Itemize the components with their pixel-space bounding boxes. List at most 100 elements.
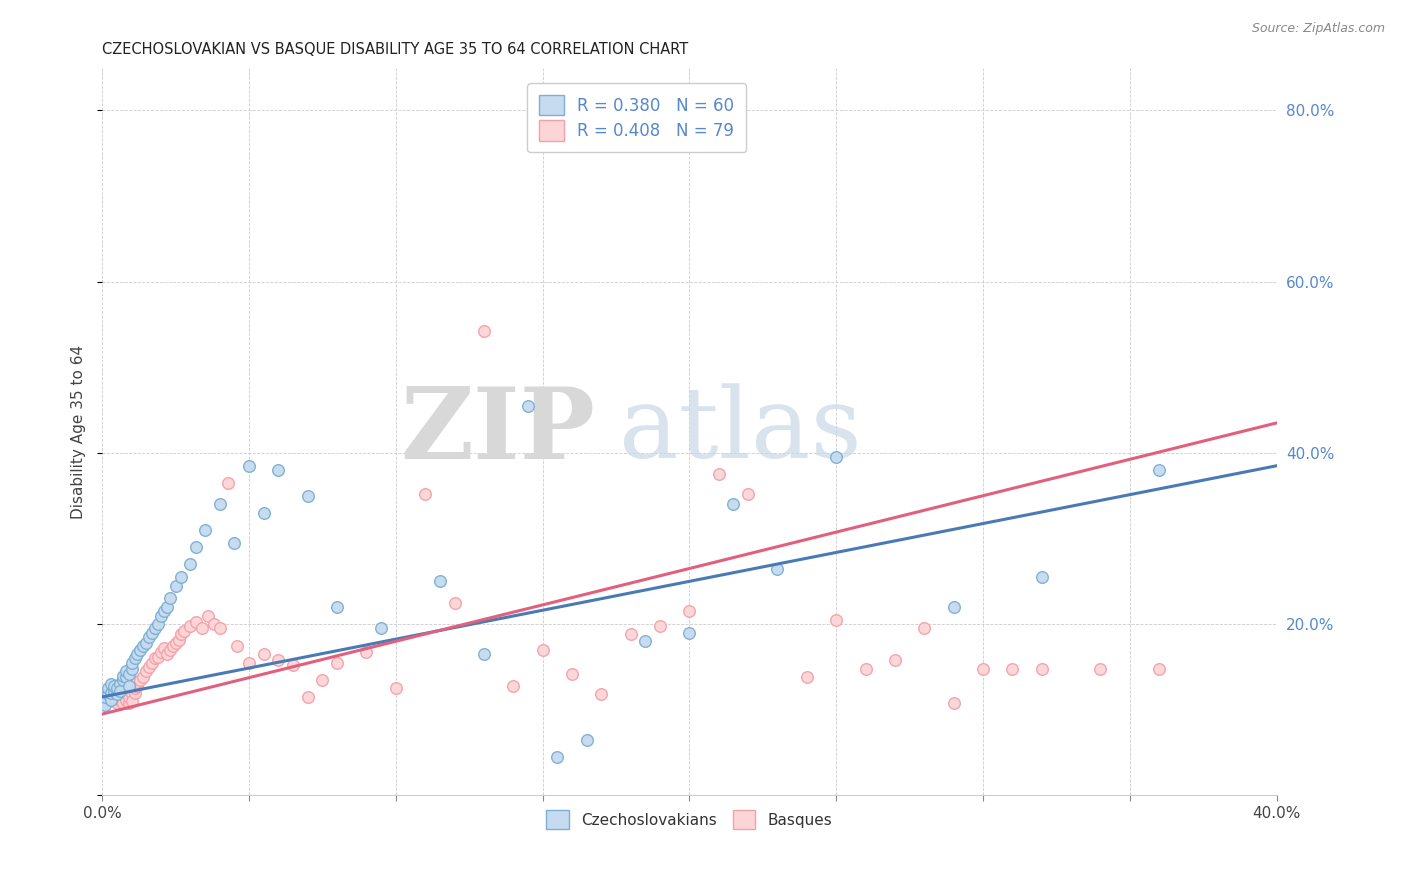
Point xyxy=(100,684,122,698)
Point xyxy=(94,696,117,710)
Text: Source: ZipAtlas.com: Source: ZipAtlas.com xyxy=(1251,22,1385,36)
Point xyxy=(94,690,117,704)
Point xyxy=(561,666,583,681)
Point xyxy=(186,615,208,630)
Point xyxy=(208,622,231,636)
Point xyxy=(108,692,131,706)
Point xyxy=(103,679,125,693)
Point xyxy=(883,653,905,667)
Point xyxy=(173,624,195,638)
Point xyxy=(297,489,319,503)
Point xyxy=(159,643,181,657)
Point xyxy=(124,681,146,696)
Point xyxy=(942,600,965,615)
Point xyxy=(97,687,120,701)
Point xyxy=(100,692,122,706)
Point xyxy=(153,604,176,618)
Point xyxy=(311,673,333,687)
Point xyxy=(472,324,495,338)
Point xyxy=(170,570,193,584)
Point xyxy=(94,698,117,713)
Point xyxy=(1090,662,1112,676)
Point xyxy=(1147,662,1170,676)
Point xyxy=(972,662,994,676)
Point xyxy=(156,600,179,615)
Point xyxy=(253,506,276,520)
Point xyxy=(114,665,136,679)
Point xyxy=(217,475,239,490)
Text: CZECHOSLOVAKIAN VS BASQUE DISABILITY AGE 35 TO 64 CORRELATION CHART: CZECHOSLOVAKIAN VS BASQUE DISABILITY AGE… xyxy=(103,42,689,57)
Point xyxy=(100,677,122,691)
Point xyxy=(238,458,260,473)
Point xyxy=(443,596,465,610)
Point xyxy=(942,696,965,710)
Point xyxy=(121,687,143,701)
Point xyxy=(326,600,349,615)
Point xyxy=(224,536,246,550)
Point xyxy=(516,399,538,413)
Point xyxy=(1147,463,1170,477)
Point xyxy=(103,687,125,701)
Point xyxy=(135,636,157,650)
Point xyxy=(124,651,146,665)
Point xyxy=(356,644,378,658)
Point xyxy=(429,574,451,589)
Point xyxy=(121,694,143,708)
Point xyxy=(855,662,877,676)
Point xyxy=(165,636,187,650)
Point xyxy=(1031,570,1053,584)
Point xyxy=(141,625,163,640)
Point xyxy=(197,608,219,623)
Point xyxy=(156,647,179,661)
Point xyxy=(132,670,155,684)
Point xyxy=(141,656,163,670)
Point xyxy=(546,750,568,764)
Point xyxy=(105,696,128,710)
Point xyxy=(707,467,730,482)
Point xyxy=(678,604,700,618)
Point xyxy=(194,523,217,537)
Point xyxy=(121,656,143,670)
Y-axis label: Disability Age 35 to 64: Disability Age 35 to 64 xyxy=(72,344,86,518)
Point xyxy=(146,617,169,632)
Point xyxy=(737,487,759,501)
Point xyxy=(281,658,304,673)
Point xyxy=(153,641,176,656)
Point xyxy=(108,677,131,691)
Point xyxy=(1031,662,1053,676)
Point xyxy=(138,660,160,674)
Point xyxy=(1001,662,1024,676)
Point xyxy=(114,692,136,706)
Point xyxy=(105,687,128,701)
Point xyxy=(170,627,193,641)
Point xyxy=(165,579,187,593)
Point xyxy=(591,687,613,701)
Point xyxy=(297,690,319,704)
Point xyxy=(186,540,208,554)
Point xyxy=(111,696,134,710)
Point xyxy=(111,673,134,687)
Text: atlas: atlas xyxy=(619,384,862,479)
Point xyxy=(100,690,122,704)
Point xyxy=(326,656,349,670)
Point xyxy=(127,675,149,690)
Point xyxy=(796,670,818,684)
Point xyxy=(129,673,152,687)
Point xyxy=(117,679,139,693)
Point xyxy=(114,670,136,684)
Point xyxy=(143,651,166,665)
Text: ZIP: ZIP xyxy=(401,383,595,480)
Point xyxy=(127,679,149,693)
Point xyxy=(678,625,700,640)
Point xyxy=(825,613,848,627)
Point xyxy=(531,643,554,657)
Point xyxy=(620,627,643,641)
Point xyxy=(117,696,139,710)
Point xyxy=(634,634,657,648)
Point xyxy=(105,681,128,696)
Point xyxy=(117,666,139,681)
Point xyxy=(127,647,149,661)
Point xyxy=(111,687,134,701)
Point xyxy=(472,647,495,661)
Point xyxy=(124,686,146,700)
